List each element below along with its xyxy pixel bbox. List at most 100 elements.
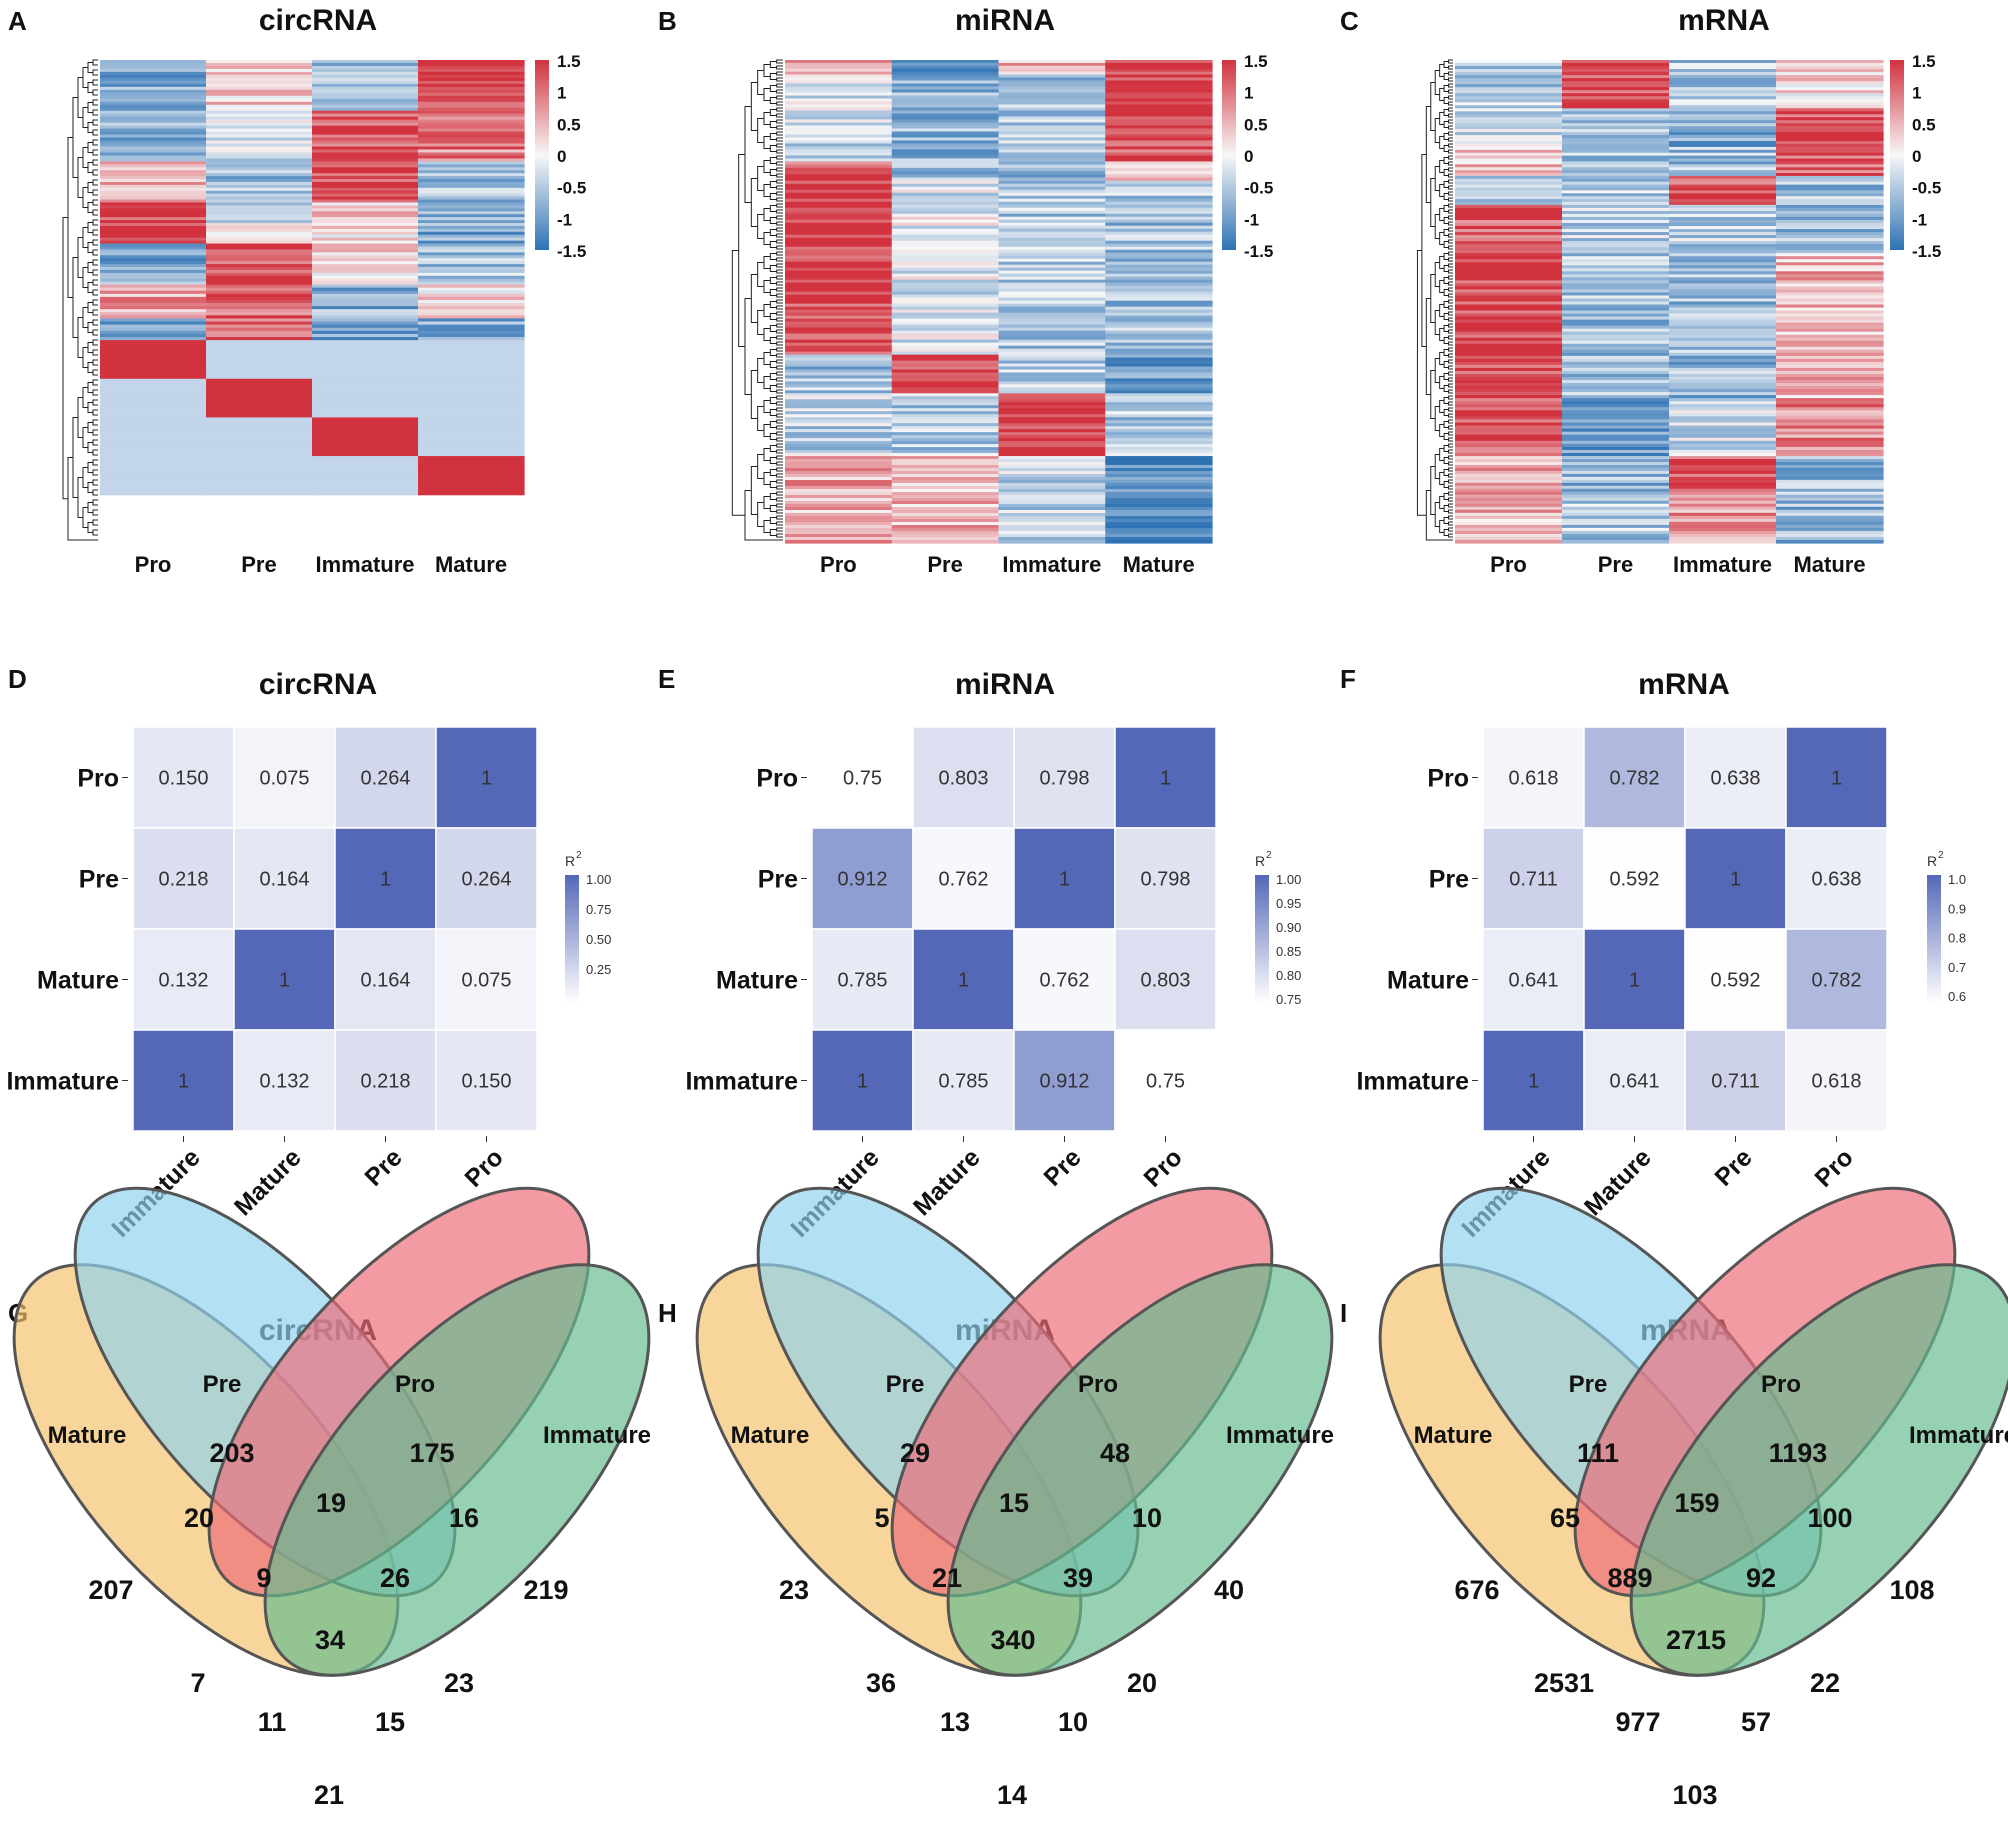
heat-cell bbox=[1669, 298, 1777, 303]
heat-cell bbox=[312, 360, 419, 365]
heat-cell bbox=[100, 352, 207, 356]
dendrogram-branch bbox=[1448, 305, 1453, 310]
heat-cell bbox=[1455, 352, 1563, 357]
heat-cell bbox=[998, 465, 1106, 469]
heat-cell bbox=[1776, 533, 1884, 538]
heat-cell bbox=[1562, 413, 1670, 418]
heat-cell bbox=[1455, 123, 1563, 127]
venn-panel-h: HmiRNAMaturePreProImmature23294840515102… bbox=[658, 1186, 1334, 1810]
heat-cell bbox=[1455, 111, 1563, 115]
heat-cell bbox=[418, 435, 525, 439]
heat-cell bbox=[1105, 143, 1213, 148]
heat-cell bbox=[785, 369, 893, 374]
dendrogram-branch bbox=[92, 119, 98, 126]
heat-cell bbox=[1562, 325, 1670, 330]
dendrogram-branch bbox=[1448, 143, 1453, 148]
heat-cell bbox=[100, 272, 207, 277]
heat-cell bbox=[785, 312, 893, 317]
dendrogram-branch bbox=[87, 302, 93, 313]
heat-cell bbox=[418, 312, 525, 316]
heat-cell bbox=[1562, 129, 1670, 133]
heat-cell bbox=[1562, 459, 1670, 463]
heat-cell bbox=[1455, 138, 1563, 142]
row-label: Pre bbox=[79, 866, 119, 894]
heat-cell bbox=[998, 231, 1106, 236]
heat-cell bbox=[418, 293, 525, 298]
heat-cell bbox=[418, 355, 525, 359]
heat-cell bbox=[100, 119, 207, 124]
heat-cell bbox=[1562, 410, 1670, 414]
heat-cell bbox=[1669, 229, 1777, 233]
heat-cell bbox=[1105, 77, 1213, 82]
dendrogram-branch bbox=[776, 425, 783, 430]
heat-cell bbox=[418, 223, 525, 227]
heat-cell bbox=[1105, 345, 1213, 350]
row-label: Mature bbox=[716, 967, 798, 995]
heat-cell bbox=[206, 441, 313, 445]
heat-cell bbox=[785, 149, 893, 154]
heat-cell bbox=[891, 155, 1000, 160]
heat-cell bbox=[206, 453, 313, 457]
heat-cell bbox=[998, 504, 1106, 508]
corr-value: 0.782 bbox=[1609, 768, 1659, 790]
heat-cell bbox=[100, 281, 207, 286]
heat-cell bbox=[1562, 187, 1670, 192]
dendrogram-branch bbox=[776, 533, 783, 538]
corr-value: 0.785 bbox=[938, 1071, 988, 1093]
dendrogram-branch bbox=[1448, 377, 1453, 382]
dendrogram-branch bbox=[92, 439, 98, 446]
heat-cell bbox=[1669, 72, 1777, 76]
heat-cell bbox=[1562, 361, 1670, 366]
corr-value: 0.075 bbox=[461, 970, 511, 992]
dendrogram-branch bbox=[769, 325, 777, 332]
heat-cell bbox=[206, 202, 313, 207]
dendrogram-branch bbox=[776, 359, 783, 364]
heat-cell bbox=[1105, 213, 1213, 218]
heat-cell bbox=[206, 125, 313, 130]
heat-cell bbox=[785, 288, 893, 293]
heatmap-cells bbox=[785, 60, 1213, 544]
heat-cell bbox=[1776, 173, 1884, 177]
heat-cell bbox=[1669, 190, 1777, 194]
dendrogram-branch bbox=[776, 89, 783, 94]
heat-cell bbox=[1105, 183, 1213, 188]
heat-cell bbox=[418, 60, 525, 64]
heat-cell bbox=[1776, 216, 1884, 221]
heat-cell bbox=[418, 80, 525, 85]
heat-cell bbox=[1105, 116, 1213, 121]
heat-cell bbox=[1562, 87, 1670, 91]
heat-cell bbox=[312, 225, 419, 230]
heat-cell bbox=[206, 71, 313, 76]
heat-cell bbox=[891, 62, 1000, 67]
region-count: 22 bbox=[1810, 1668, 1840, 1698]
dendrogram-branch bbox=[1448, 467, 1453, 472]
heat-cell bbox=[1562, 78, 1670, 82]
heat-cell bbox=[785, 140, 893, 145]
set-label: Mature bbox=[731, 1422, 810, 1449]
heat-cell bbox=[1105, 306, 1213, 311]
heat-cell bbox=[891, 300, 1000, 305]
heat-cell bbox=[1562, 207, 1670, 212]
heat-cell bbox=[312, 101, 419, 106]
heat-cell bbox=[891, 441, 1000, 445]
dendrogram-branch bbox=[1448, 341, 1453, 346]
venn-set-immature bbox=[1629, 1263, 2008, 1677]
dendrogram-branch bbox=[769, 517, 777, 524]
heat-cell bbox=[100, 473, 207, 478]
heat-cell bbox=[1105, 510, 1213, 514]
heat-cell bbox=[100, 95, 207, 100]
heat-cell bbox=[1669, 265, 1777, 269]
heat-cell bbox=[206, 137, 313, 142]
heat-cell bbox=[1562, 379, 1670, 384]
dendrogram-branch bbox=[92, 109, 98, 116]
heat-cell bbox=[418, 390, 525, 395]
dendrogram-branch bbox=[87, 142, 93, 153]
heat-cell bbox=[785, 134, 893, 139]
heat-cell bbox=[785, 270, 893, 275]
heat-cell bbox=[418, 375, 525, 380]
heat-cell bbox=[998, 375, 1106, 380]
heat-cell bbox=[1562, 164, 1670, 168]
dendrogram-branch bbox=[757, 454, 764, 479]
heat-cell bbox=[1669, 413, 1777, 418]
